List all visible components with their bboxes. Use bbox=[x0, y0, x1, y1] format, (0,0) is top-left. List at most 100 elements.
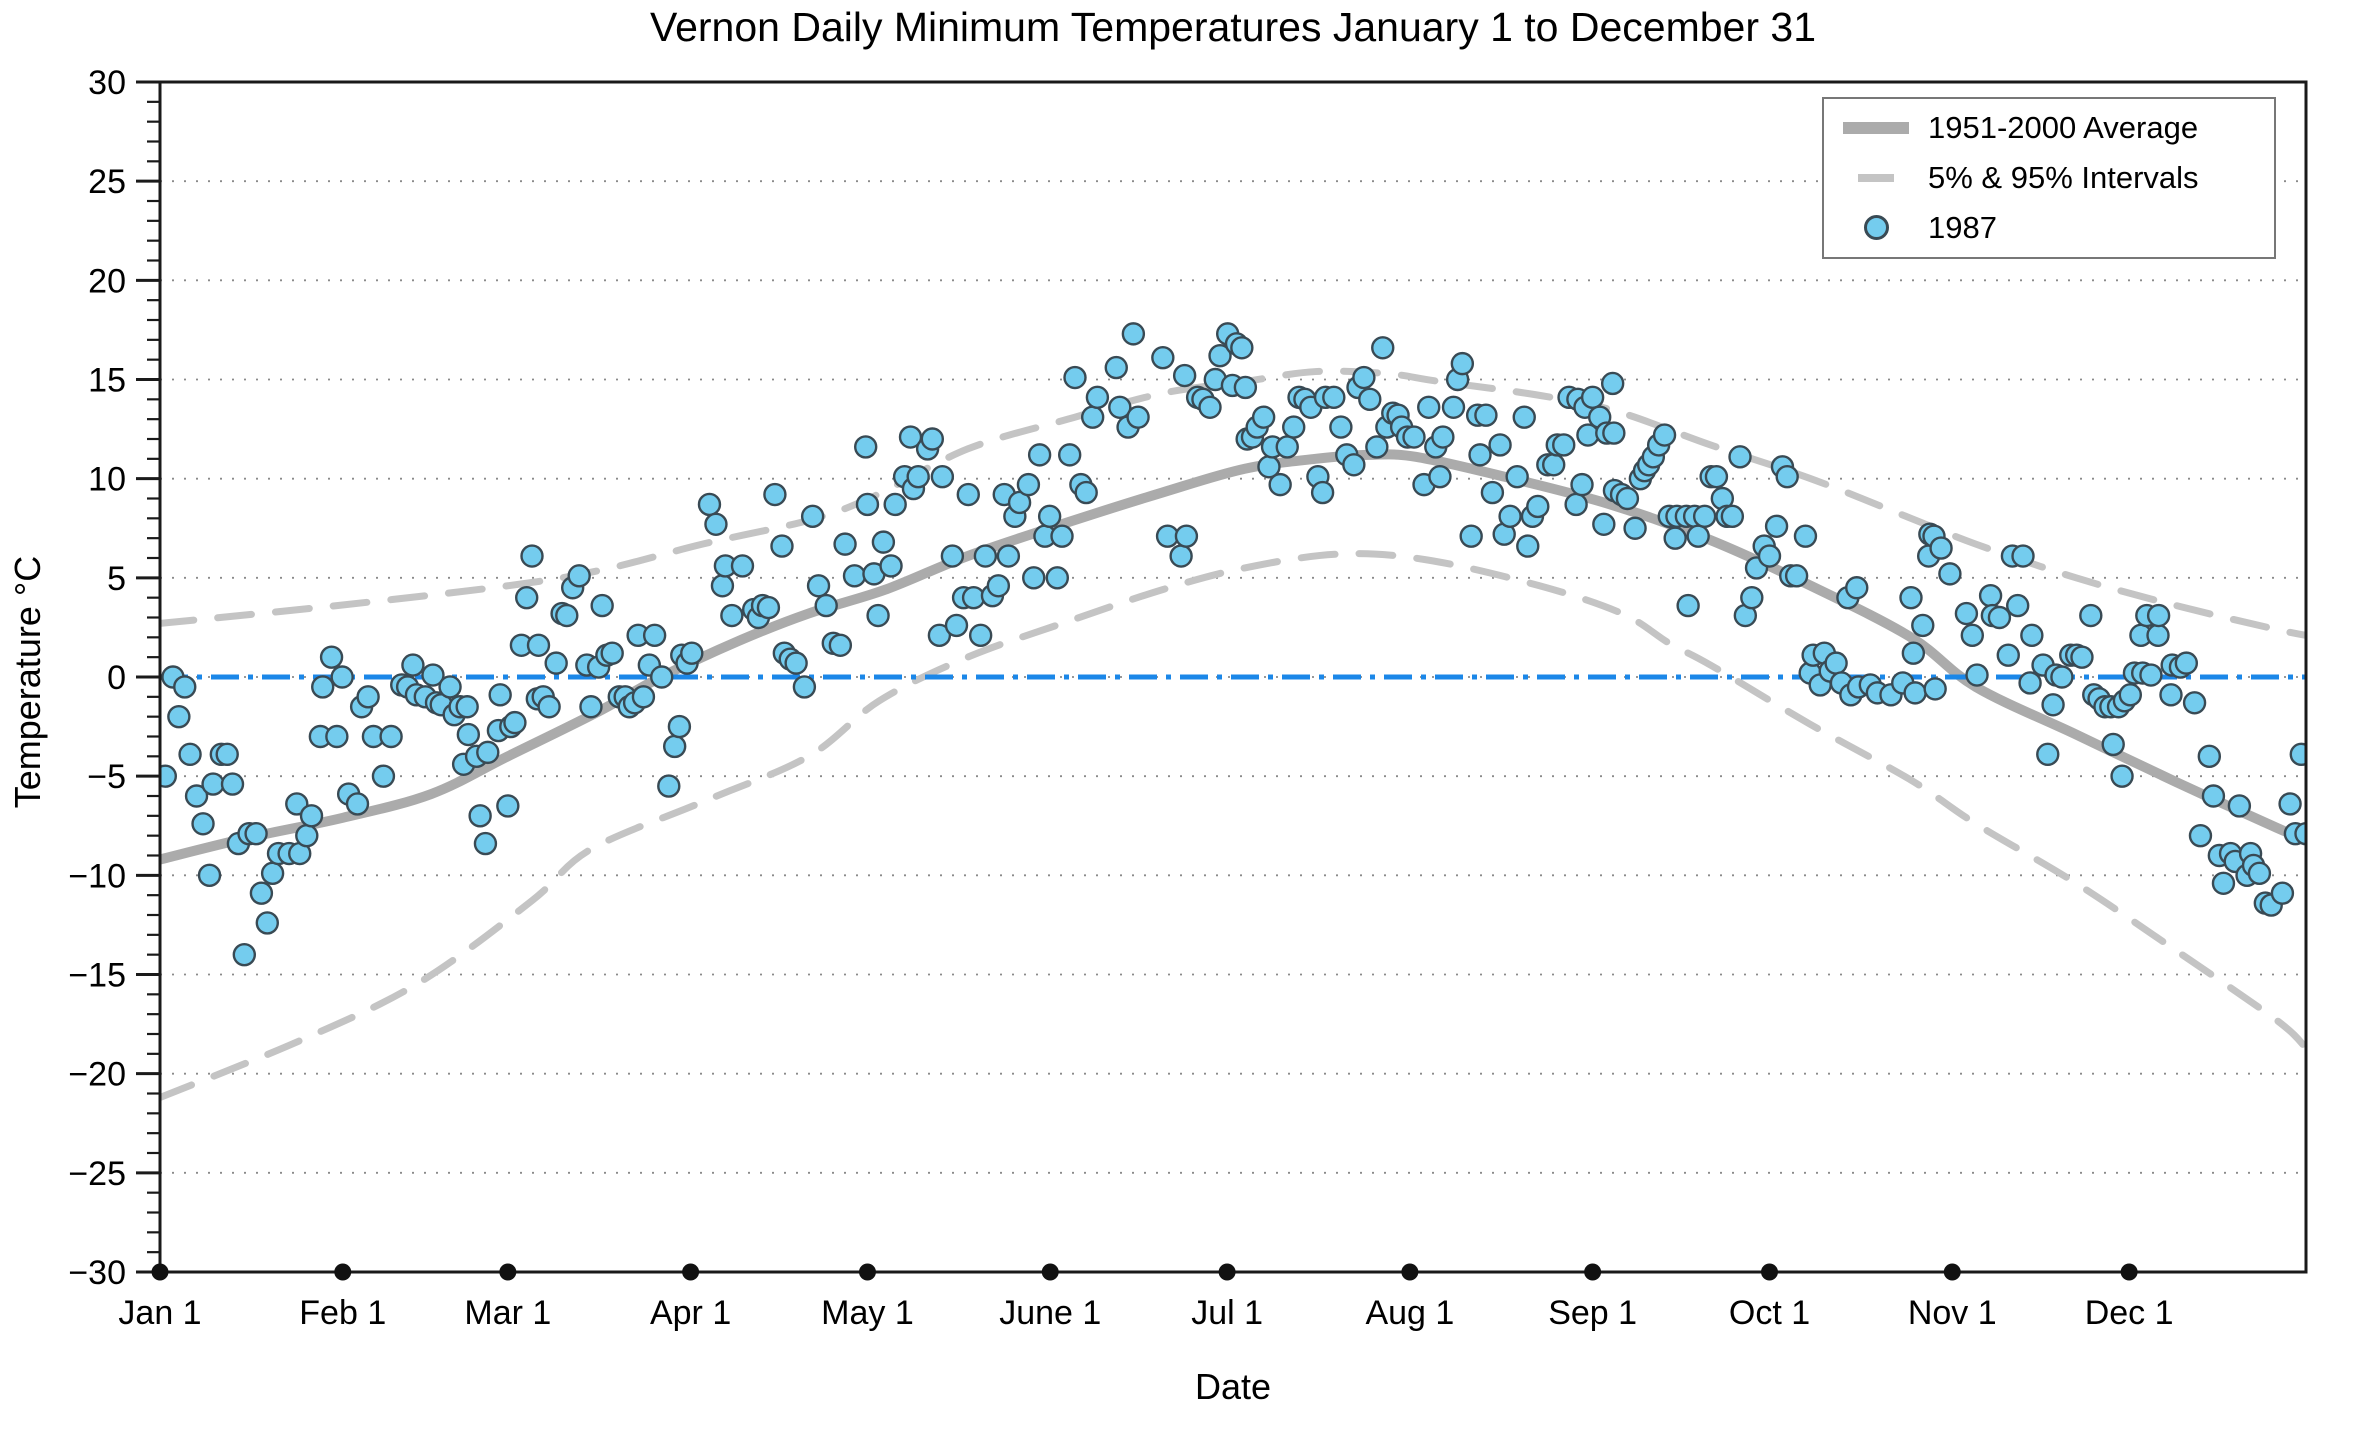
data-point bbox=[496, 794, 520, 818]
data-point bbox=[2006, 593, 2030, 618]
data-point bbox=[173, 675, 197, 699]
data-point bbox=[311, 675, 335, 699]
data-point bbox=[1512, 405, 1536, 429]
data-point bbox=[1615, 486, 1640, 511]
x-axis-month-markers: Jan 1 Feb 1 Mar 1 Apr 1 May 1 June 1 Jul 1 Aug … bbox=[118, 1263, 2174, 1332]
data-point bbox=[356, 685, 380, 709]
y-tick-label: −5 bbox=[87, 758, 126, 796]
data-point bbox=[1045, 566, 1070, 590]
data-point bbox=[879, 554, 903, 578]
data-point bbox=[1570, 472, 1594, 497]
data-point bbox=[260, 861, 285, 886]
month-marker-dot bbox=[1761, 1263, 1778, 1281]
data-point bbox=[657, 774, 681, 798]
month-marker-dot bbox=[334, 1263, 352, 1281]
data-point bbox=[567, 564, 591, 588]
data-point bbox=[184, 784, 209, 808]
data-point bbox=[920, 427, 945, 451]
data-point bbox=[1057, 443, 1082, 467]
data-point bbox=[1080, 405, 1105, 429]
lower-interval-line bbox=[160, 550, 2306, 1101]
data-point bbox=[1104, 355, 1128, 380]
data-point bbox=[1965, 663, 1989, 687]
month-marker-dot bbox=[1584, 1263, 1602, 1281]
data-point bbox=[473, 831, 498, 856]
data-point bbox=[503, 710, 527, 735]
data-point bbox=[1775, 464, 1799, 489]
data-point bbox=[1172, 363, 1197, 388]
data-point bbox=[2070, 645, 2094, 669]
data-point bbox=[1824, 651, 1848, 675]
data-point bbox=[2211, 871, 2236, 895]
data-point bbox=[1230, 336, 1254, 360]
scatter-marker-swatch-icon bbox=[1863, 215, 1889, 241]
data-point bbox=[255, 911, 279, 935]
data-point bbox=[2247, 861, 2272, 886]
legend-box: 1951-2000 Average 5% & 95% Intervals 198… bbox=[1822, 97, 2276, 259]
data-point bbox=[1600, 371, 1625, 396]
x-tick-label: Aug 1 bbox=[1365, 1294, 1454, 1332]
data-point bbox=[1978, 583, 2003, 608]
data-point bbox=[579, 695, 603, 719]
data-point bbox=[2227, 794, 2252, 818]
data-point bbox=[1938, 562, 1962, 586]
data-point bbox=[455, 695, 479, 719]
data-point bbox=[800, 504, 825, 529]
month-marker-dot bbox=[682, 1263, 700, 1281]
x-tick-label: Dec 1 bbox=[2085, 1294, 2174, 1332]
data-point bbox=[1441, 395, 1466, 419]
data-point bbox=[1126, 405, 1150, 429]
data-point bbox=[720, 603, 744, 628]
data-point bbox=[1310, 480, 1335, 505]
month-marker-dot bbox=[1943, 1263, 1961, 1281]
data-point bbox=[1474, 403, 1498, 427]
data-point bbox=[1428, 464, 1452, 489]
data-point bbox=[1676, 593, 1700, 618]
data-point bbox=[537, 695, 561, 719]
data-point bbox=[1450, 351, 1475, 376]
data-point bbox=[806, 574, 831, 598]
x-tick-label: Feb 1 bbox=[299, 1294, 386, 1332]
data-point bbox=[2020, 623, 2044, 648]
average-line bbox=[160, 449, 2306, 865]
data-point bbox=[1027, 443, 1052, 467]
month-marker-dot bbox=[151, 1263, 169, 1281]
x-tick-label: June 1 bbox=[999, 1294, 1101, 1332]
data-point bbox=[986, 574, 1011, 598]
legend-item-average: 1951-2000 Average bbox=[1824, 109, 2274, 148]
data-point bbox=[756, 595, 781, 620]
data-point bbox=[763, 482, 787, 507]
data-point bbox=[784, 651, 808, 675]
data-point bbox=[680, 641, 704, 665]
data-point bbox=[1757, 544, 1782, 568]
data-point bbox=[1085, 385, 1110, 410]
x-tick-label: Oct 1 bbox=[1729, 1294, 1810, 1332]
data-point bbox=[379, 724, 403, 749]
data-point bbox=[842, 564, 867, 588]
data-point bbox=[710, 574, 735, 598]
data-point bbox=[883, 492, 907, 517]
data-point bbox=[1358, 387, 1382, 412]
data-point bbox=[1431, 425, 1455, 449]
data-point bbox=[2159, 683, 2183, 707]
data-point bbox=[1282, 415, 1306, 439]
y-axis-label: Temperature °C bbox=[7, 555, 48, 809]
data-point bbox=[1652, 423, 1677, 447]
data-point bbox=[833, 532, 857, 556]
y-tick-label: −20 bbox=[68, 1056, 126, 1094]
interval-dash-swatch-icon bbox=[1858, 174, 1894, 182]
y-tick-label: 20 bbox=[88, 262, 126, 300]
data-point bbox=[468, 804, 492, 828]
data-point bbox=[1901, 641, 1926, 665]
data-point bbox=[704, 512, 728, 536]
legend-item-1987: 1987 bbox=[1824, 208, 2274, 247]
y-tick-label: 10 bbox=[88, 461, 126, 499]
data-point bbox=[866, 603, 890, 628]
data-point bbox=[1592, 512, 1616, 536]
y-tick-label: 5 bbox=[107, 560, 126, 598]
data-point bbox=[855, 492, 880, 517]
data-point bbox=[1728, 445, 1752, 469]
data-point bbox=[2110, 764, 2134, 788]
data-point bbox=[1016, 472, 1041, 497]
